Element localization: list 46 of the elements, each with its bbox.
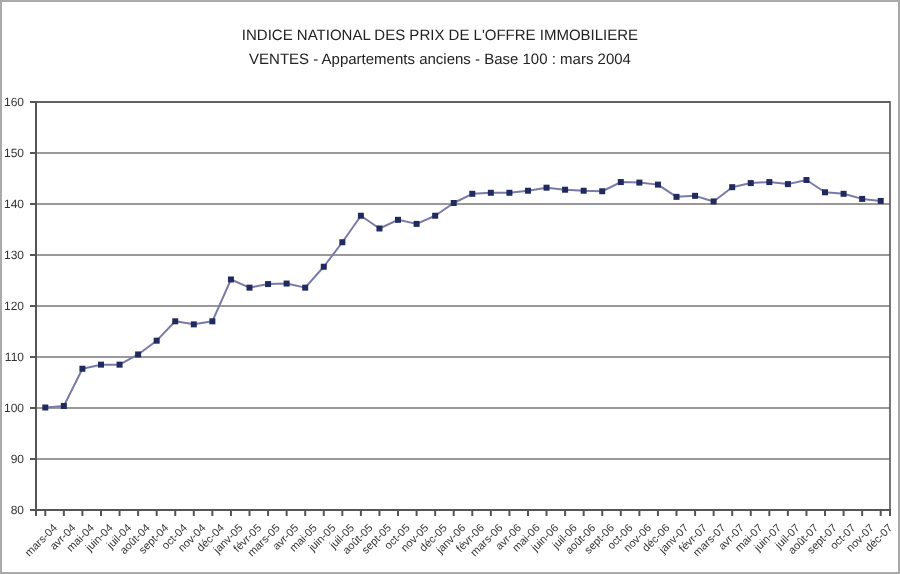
point (654, 181, 661, 188)
point (692, 192, 699, 199)
point (729, 184, 736, 191)
point (135, 351, 142, 358)
point (450, 199, 457, 206)
point (79, 365, 86, 372)
point (172, 318, 179, 325)
point (376, 225, 383, 232)
point (822, 189, 829, 196)
point (562, 186, 569, 193)
point (265, 281, 272, 288)
point (42, 404, 49, 411)
point (190, 321, 197, 328)
point (543, 184, 550, 191)
point (599, 188, 606, 195)
point (469, 190, 476, 197)
point (877, 197, 884, 204)
point (803, 177, 810, 184)
point (840, 190, 847, 197)
point (339, 239, 346, 246)
point (320, 263, 327, 270)
point (673, 193, 680, 200)
point (580, 187, 587, 194)
point (859, 195, 866, 202)
point (487, 189, 494, 196)
point (710, 198, 717, 205)
point (209, 318, 216, 325)
point (60, 402, 67, 409)
point (395, 216, 402, 223)
point (766, 179, 773, 186)
point (153, 337, 160, 344)
point (246, 284, 253, 291)
point (747, 180, 754, 187)
point (283, 280, 290, 287)
point (97, 361, 104, 368)
point (413, 220, 420, 227)
point (524, 187, 531, 194)
point (506, 189, 513, 196)
point (784, 181, 791, 188)
point (227, 276, 234, 283)
point (302, 284, 309, 291)
point (116, 361, 123, 368)
point (636, 179, 643, 186)
point (432, 212, 439, 219)
point (617, 179, 624, 186)
point (357, 212, 364, 219)
